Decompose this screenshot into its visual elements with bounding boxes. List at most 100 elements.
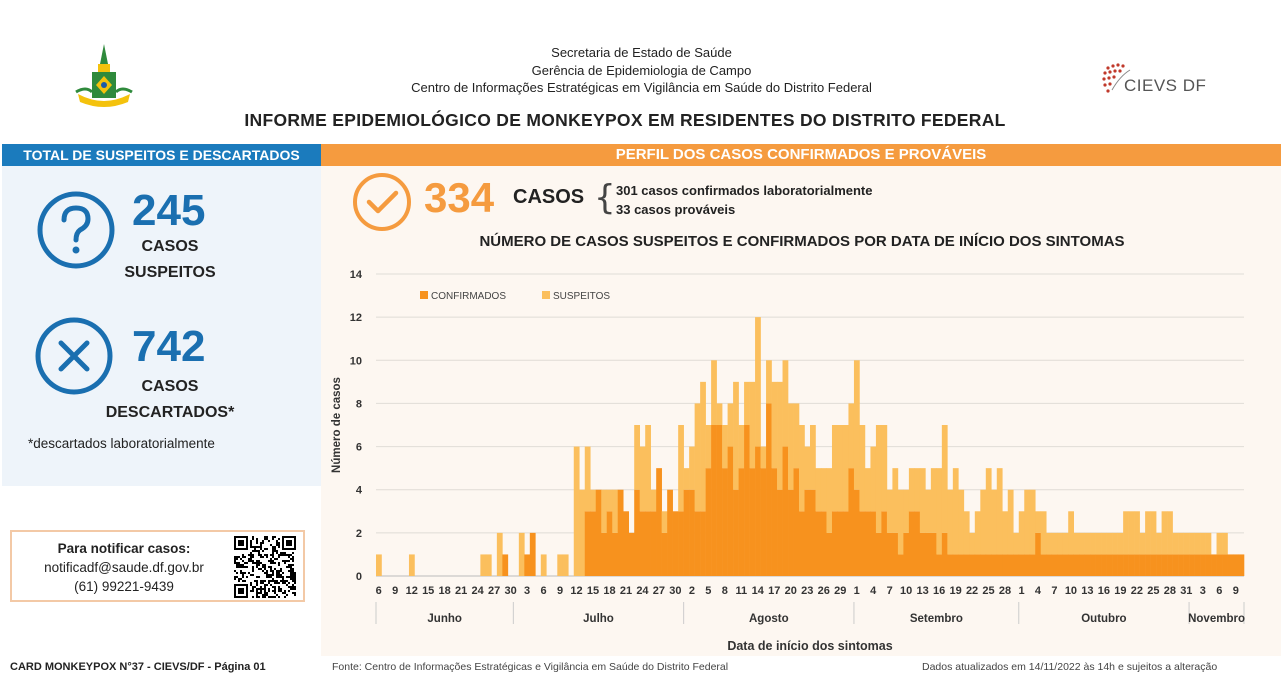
notify-phone[interactable]: (61) 99221-9439: [74, 579, 174, 594]
bar-confirmados: [683, 489, 690, 576]
x-tick-label: 21: [455, 585, 467, 597]
bar-confirmados: [595, 489, 602, 576]
x-tick-label: 28: [1164, 585, 1176, 597]
suspects-label: CASOS SUSPEITOS: [110, 234, 230, 286]
bar-confirmados: [590, 511, 597, 576]
bar-suspeitos: [1013, 532, 1020, 555]
y-tick-label: 0: [356, 571, 362, 583]
bar-suspeitos: [1128, 511, 1135, 555]
y-axis-title: Número de casos: [331, 377, 343, 473]
brace-icon: {: [594, 178, 616, 218]
bar-suspeitos: [683, 468, 690, 490]
bar-suspeitos: [1057, 532, 1064, 555]
bar-suspeitos: [1172, 532, 1179, 555]
bar-suspeitos: [1189, 532, 1195, 555]
bar-confirmados: [612, 532, 619, 576]
bar-confirmados: [952, 554, 959, 576]
bar-confirmados: [974, 554, 981, 576]
bar-confirmados: [639, 511, 646, 576]
bar-suspeitos: [1084, 532, 1091, 555]
x-tick-label: 14: [752, 585, 765, 597]
bar-confirmados: [689, 489, 695, 576]
bar-suspeitos: [485, 554, 492, 576]
bar-suspeitos: [831, 425, 838, 512]
bar-suspeitos: [963, 511, 970, 555]
bar-suspeitos: [1183, 532, 1190, 555]
bar-confirmados: [842, 511, 849, 576]
bar-confirmados: [1029, 554, 1036, 576]
bar-confirmados: [1018, 554, 1025, 576]
confirmed-detail: 301 casos confirmados laboratorialmente: [616, 183, 873, 198]
bar-confirmados: [859, 511, 866, 576]
bar-suspeitos: [540, 554, 547, 576]
bar-confirmados: [881, 511, 888, 576]
bar-suspeitos: [1051, 532, 1058, 555]
cievs-logo-text: CIEVS DF: [1124, 76, 1207, 95]
x-tick-label: 22: [966, 585, 978, 597]
y-tick-label: 14: [350, 269, 363, 281]
bar-confirmados: [1227, 554, 1234, 576]
bar-confirmados: [788, 489, 794, 576]
x-tick-label: 1: [854, 585, 860, 597]
header-lines: Secretaria de Estado de Saúde Gerência d…: [300, 44, 983, 97]
page-title: INFORME EPIDEMIOLÓGICO DE MONKEYPOX EM R…: [244, 110, 1006, 130]
bar-suspeitos: [606, 489, 613, 512]
x-tick-label: 6: [376, 585, 382, 597]
x-tick-label: 7: [1051, 585, 1057, 597]
x-tick-label: 24: [636, 585, 649, 597]
footer-card-id: CARD MONKEYPOX N°37 - CIEVS/DF - Página …: [10, 661, 266, 673]
bar-suspeitos: [727, 403, 734, 447]
bar-confirmados: [1101, 554, 1107, 576]
bar-suspeitos: [947, 489, 954, 555]
bar-suspeitos: [930, 468, 937, 533]
bar-confirmados: [617, 489, 624, 576]
bar-suspeitos: [562, 554, 569, 576]
x-tick-label: 9: [392, 585, 398, 597]
bar-suspeitos: [496, 532, 503, 576]
bar-suspeitos: [1222, 532, 1228, 555]
x-tick-label: 1: [1018, 585, 1024, 597]
x-tick-label: 13: [1081, 585, 1093, 597]
y-tick-label: 2: [356, 528, 362, 540]
bar-confirmados: [1233, 554, 1239, 576]
bar-confirmados: [793, 468, 800, 576]
notify-email[interactable]: notificadf@saude.df.gov.br: [44, 560, 204, 575]
bar-confirmados: [892, 532, 899, 576]
bar-confirmados: [1167, 554, 1173, 576]
bar-confirmados: [831, 511, 838, 576]
bar-confirmados: [804, 489, 811, 576]
bar-confirmados: [1205, 554, 1212, 576]
bar-suspeitos: [1156, 532, 1162, 555]
x-tick-label: 15: [422, 585, 434, 597]
x-tick-label: 20: [785, 585, 797, 597]
x-tick-label: 30: [669, 585, 681, 597]
bar-confirmados: [1183, 554, 1190, 576]
bar-confirmados: [837, 511, 844, 576]
bar-confirmados: [870, 511, 877, 576]
bar-confirmados: [705, 468, 712, 576]
cases-detail: 301 casos confirmados laboratorialmente …: [616, 181, 872, 219]
bar-suspeitos: [705, 425, 712, 469]
bar-confirmados: [1178, 554, 1184, 576]
x-tick-label: 8: [722, 585, 728, 597]
bar-suspeitos: [875, 425, 882, 533]
discarded-label-line1: CASOS: [141, 378, 199, 395]
bar-confirmados: [1062, 554, 1069, 576]
bar-suspeitos: [1040, 511, 1047, 555]
bar-suspeitos: [941, 425, 948, 533]
bar-suspeitos: [584, 446, 591, 512]
bar-suspeitos: [1079, 532, 1085, 555]
bar-confirmados: [875, 532, 882, 576]
bar-confirmados: [897, 554, 904, 576]
bar-confirmados: [755, 446, 761, 576]
bar-suspeitos: [1161, 511, 1168, 555]
suspects-label-line2: SUSPEITOS: [124, 264, 216, 281]
header-line-2: Gerência de Epidemiologia de Campo: [531, 62, 752, 78]
qr-code-icon[interactable]: [234, 536, 296, 598]
bar-confirmados: [1040, 554, 1047, 576]
bar-confirmados: [908, 511, 915, 576]
bar-confirmados: [678, 511, 684, 576]
bar-suspeitos: [700, 381, 706, 512]
bar-suspeitos: [864, 468, 871, 512]
